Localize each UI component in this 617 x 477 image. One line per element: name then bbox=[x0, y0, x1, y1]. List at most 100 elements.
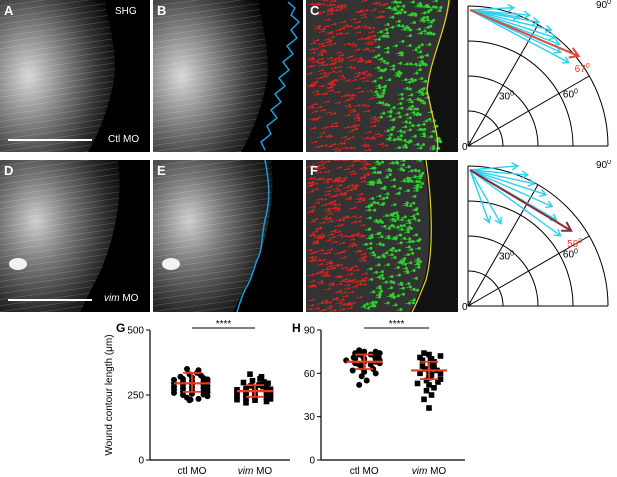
cell-track-tip bbox=[413, 78, 417, 82]
fibre-vector-tip bbox=[335, 124, 339, 127]
fibre-vector-tip bbox=[359, 282, 363, 285]
fibre-vector-tip bbox=[312, 298, 315, 301]
cell-track-tip bbox=[408, 237, 412, 241]
data-point bbox=[267, 396, 274, 402]
cell-track-tip bbox=[373, 253, 377, 257]
cell-track-tip bbox=[408, 44, 412, 48]
fibre-vectors-red bbox=[306, 160, 371, 312]
fibre-vector-tip bbox=[367, 104, 370, 107]
x-category-italic: vim bbox=[238, 466, 254, 477]
cell-track-tip bbox=[411, 239, 415, 243]
data-point bbox=[257, 376, 263, 382]
fibre-vector-tip bbox=[331, 201, 334, 204]
cell-track-tip bbox=[377, 95, 381, 99]
fibre-vector-tip bbox=[312, 106, 315, 109]
fibre-vector-tip bbox=[351, 164, 354, 167]
cell-track-tip bbox=[373, 208, 377, 212]
chart-h-mean-angle: 0 30 60 90 Mean angle ctl MO vim MO **** bbox=[285, 319, 465, 477]
cell-tracks-green bbox=[371, 0, 443, 151]
cell-track-tip bbox=[391, 25, 395, 29]
direction-arrow bbox=[469, 9, 520, 18]
cell-track-tip bbox=[427, 10, 431, 14]
fibre-vector-tip bbox=[323, 108, 326, 112]
cell-track-tip bbox=[379, 76, 383, 80]
degree-mark: 0 bbox=[574, 249, 578, 256]
cell-track-tip bbox=[418, 90, 422, 94]
degree-mark: 0 bbox=[607, 0, 611, 6]
cell-track-tip bbox=[380, 57, 384, 61]
fibre-vector-tip bbox=[333, 235, 336, 239]
fibre-vector-tip bbox=[372, 49, 376, 52]
fibre-vector-tip bbox=[346, 160, 350, 161]
cell-track-tip bbox=[385, 214, 389, 218]
fibre-vector-tip bbox=[327, 181, 330, 184]
wound-edge-yellow bbox=[411, 160, 432, 312]
fibre-vector bbox=[332, 160, 339, 162]
fibre-vector-tip bbox=[339, 28, 342, 31]
cell-track-tip bbox=[414, 208, 418, 212]
fibre-vector-tip bbox=[314, 250, 318, 253]
data-point bbox=[243, 392, 249, 398]
fibre-vector-tip bbox=[321, 233, 325, 236]
fibre-vector-tip bbox=[364, 25, 368, 28]
fibre-vectors-red bbox=[306, 0, 389, 152]
data-point bbox=[437, 353, 444, 359]
fibre-vector-tip bbox=[333, 3, 336, 6]
fibre-vector-tip bbox=[354, 187, 358, 190]
cell-track-tip bbox=[439, 140, 443, 144]
cell-track-tip bbox=[386, 50, 390, 54]
fibre-vector-tip bbox=[328, 274, 331, 277]
data-point bbox=[267, 386, 274, 393]
data-point bbox=[240, 379, 247, 386]
cell-track-tip bbox=[414, 168, 418, 172]
cell-track-tip bbox=[419, 3, 423, 7]
fibre-vector-tip bbox=[360, 250, 363, 253]
fibre-vector-tip bbox=[322, 84, 325, 87]
cell-track-tip bbox=[372, 201, 376, 205]
fibre-vector-tip bbox=[366, 79, 369, 82]
fibre-vector-tip bbox=[333, 83, 336, 86]
fibre-vector-tip bbox=[367, 41, 371, 44]
cell-track-tip bbox=[380, 273, 384, 277]
fibre-vector-tip bbox=[355, 264, 358, 268]
fibre-vector-tip bbox=[347, 79, 351, 82]
fibre-vector-tip bbox=[351, 97, 354, 100]
fibre-vector-tip bbox=[338, 275, 341, 278]
fibre-vector-tip bbox=[342, 279, 346, 282]
fibre-vector-tip bbox=[357, 124, 360, 127]
fibre-vector-tip bbox=[330, 178, 333, 181]
fibre-vector-tip bbox=[348, 279, 352, 282]
cell-track-tip bbox=[416, 288, 420, 292]
fibre-vector-tip bbox=[315, 217, 319, 221]
significance-label: **** bbox=[389, 319, 405, 330]
fibre-vector-tip bbox=[354, 172, 357, 175]
direction-arrowhead bbox=[544, 24, 553, 34]
cell-tracks-green bbox=[360, 160, 425, 312]
cell-track-tip bbox=[404, 78, 408, 82]
fibre-vector-tip bbox=[355, 285, 358, 288]
fibre-vector-tip bbox=[316, 167, 319, 170]
fibre-vector-tip bbox=[311, 259, 315, 262]
fibre-vector-tip bbox=[348, 103, 351, 106]
fibre-vector-tip bbox=[327, 100, 330, 103]
cell-track-tip bbox=[378, 285, 382, 289]
fibre-vector-tip bbox=[320, 263, 324, 266]
fibre-vector-tip bbox=[319, 226, 322, 229]
cell-track-tip bbox=[410, 179, 414, 183]
degree-mark: 0 bbox=[578, 238, 582, 245]
panel-f-overlay bbox=[306, 160, 458, 312]
cell-track-tip bbox=[400, 97, 404, 101]
cell-track-tip bbox=[432, 145, 436, 149]
fibre-vector-tip bbox=[334, 66, 337, 69]
fibre-vector-tip bbox=[313, 177, 316, 180]
degree-mark: 0 bbox=[586, 63, 590, 70]
data-point bbox=[263, 394, 270, 401]
cell-track-tip bbox=[381, 276, 385, 280]
data-point bbox=[171, 389, 177, 396]
fibre-vector-tip bbox=[311, 255, 314, 259]
data-point bbox=[267, 392, 274, 399]
cell-track-tip bbox=[439, 5, 443, 9]
fibre-vector-tip bbox=[322, 60, 325, 63]
fibre-vector-tip bbox=[312, 233, 316, 236]
cell-track-tip bbox=[392, 178, 396, 182]
